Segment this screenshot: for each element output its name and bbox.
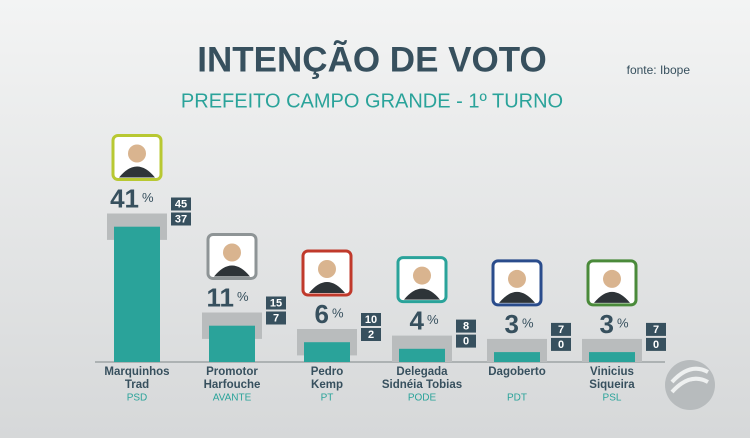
photo-head xyxy=(223,243,241,262)
range-box xyxy=(456,319,476,333)
value-number: 41 xyxy=(110,183,139,213)
x-tick-label: Dagoberto xyxy=(488,366,546,378)
value-label: 3 xyxy=(505,309,519,339)
bar xyxy=(114,226,160,362)
range-box xyxy=(361,328,381,341)
value-unit: % xyxy=(427,312,439,327)
party-label: PSL xyxy=(603,393,622,404)
x-tick-label: Pedro xyxy=(311,366,344,378)
party-label: AVANTE xyxy=(213,393,252,404)
x-tick-label: Siqueira xyxy=(589,379,635,391)
value-unit: % xyxy=(522,315,534,330)
value-number: 3 xyxy=(505,309,519,339)
x-tick-label: Kemp xyxy=(311,379,343,391)
party-label: PODE xyxy=(408,393,437,404)
photo-head xyxy=(508,269,526,288)
value-number: 6 xyxy=(315,299,329,329)
logo xyxy=(665,360,715,410)
photo-head xyxy=(128,144,146,163)
value-label: 6 xyxy=(315,299,329,329)
party-label: PT xyxy=(321,393,334,404)
chart-title: INTENÇÃO DE VOTO xyxy=(197,40,546,79)
photo-head xyxy=(318,260,336,278)
upper-label: 7 xyxy=(653,324,659,336)
x-tick-label: Marquinhos xyxy=(104,366,169,378)
value-unit: % xyxy=(142,190,154,205)
range-box xyxy=(646,337,666,351)
photo-body xyxy=(594,291,630,303)
range-box xyxy=(551,337,571,351)
bar xyxy=(209,325,255,362)
bar xyxy=(494,352,540,362)
bar xyxy=(589,352,635,362)
x-tick-label: Sidnéia Tobias xyxy=(382,379,462,391)
x-tick-label: Delegada xyxy=(396,366,448,378)
upper-label: 8 xyxy=(463,321,469,333)
chart-subtitle: PREFEITO CAMPO GRANDE - 1º TURNO xyxy=(181,90,563,112)
range-box xyxy=(551,322,571,336)
range-box xyxy=(456,334,476,348)
upper-label: 7 xyxy=(558,324,564,336)
upper-label: 45 xyxy=(175,198,187,210)
value-label: 41 xyxy=(110,183,139,213)
photo-body xyxy=(404,288,440,300)
range-box xyxy=(171,212,191,226)
value-number: 11 xyxy=(207,282,235,312)
value-unit: % xyxy=(617,315,629,330)
photo-body xyxy=(499,291,535,303)
bar xyxy=(304,342,350,362)
value-unit: % xyxy=(237,289,249,304)
value-label: 4 xyxy=(410,305,425,335)
lower-label: 2 xyxy=(368,329,374,341)
photo-head xyxy=(413,266,431,285)
range-box xyxy=(361,313,381,326)
value-number: 3 xyxy=(600,309,614,339)
x-tick-label: Harfouche xyxy=(204,379,261,391)
range-box xyxy=(266,311,286,325)
range-box xyxy=(171,197,191,211)
photo-head xyxy=(603,269,621,288)
lower-label: 7 xyxy=(273,312,279,324)
range-box xyxy=(646,322,666,336)
lower-label: 37 xyxy=(175,213,187,225)
value-label: 11 xyxy=(207,282,235,312)
party-label: PDT xyxy=(507,393,527,404)
photo-body xyxy=(119,166,155,178)
range-box xyxy=(266,296,286,310)
source: fonte: Ibope xyxy=(627,63,691,77)
photo-body xyxy=(214,265,250,277)
upper-label: 15 xyxy=(270,297,282,309)
x-tick-label: Vinicius xyxy=(590,366,634,378)
x-tick-label: Promotor xyxy=(206,366,258,378)
lower-label: 0 xyxy=(653,339,659,351)
photo-body xyxy=(309,282,345,293)
lower-label: 0 xyxy=(558,339,564,351)
lower-label: 0 xyxy=(463,336,469,348)
bar xyxy=(399,348,445,362)
x-tick-label: Trad xyxy=(125,379,149,391)
upper-label: 10 xyxy=(365,314,377,326)
value-label: 3 xyxy=(600,309,614,339)
value-unit: % xyxy=(332,305,344,320)
value-number: 4 xyxy=(410,305,425,335)
party-label: PSD xyxy=(127,393,148,404)
